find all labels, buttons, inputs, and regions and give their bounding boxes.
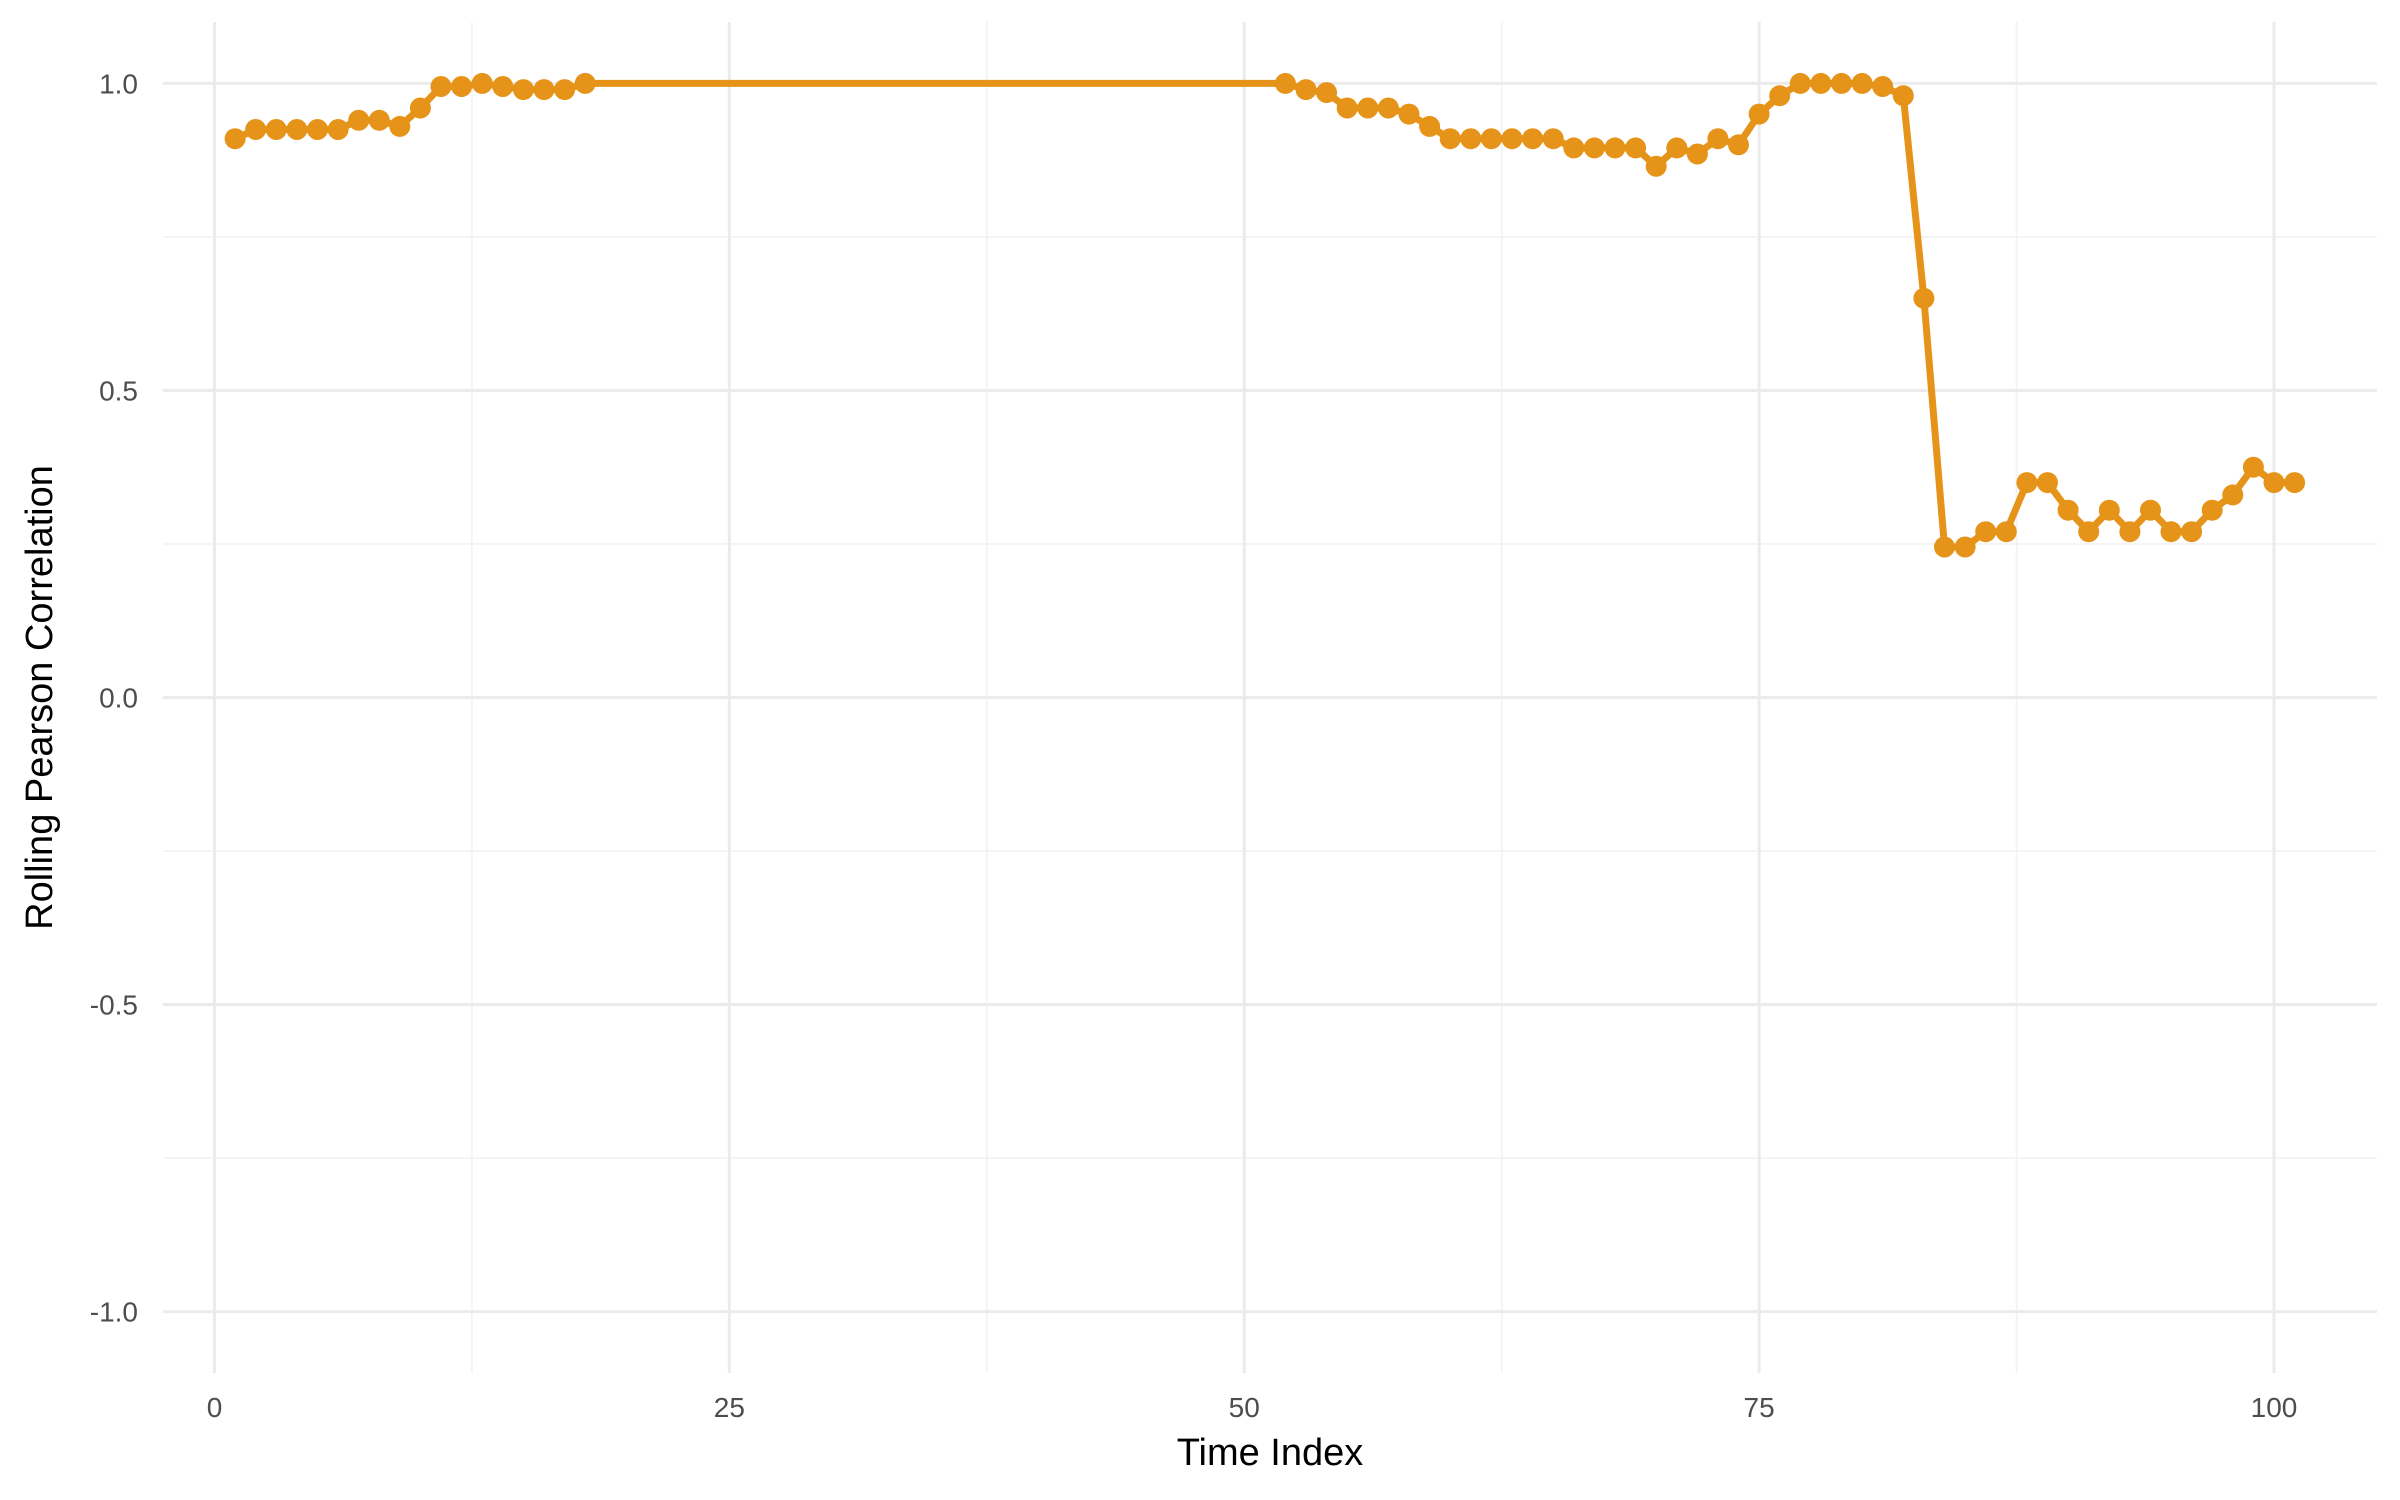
data-point [533,79,555,101]
data-point [2119,521,2141,543]
data-point [1522,128,1544,150]
data-point [1583,137,1605,159]
y-axis-title: Rolling Pearson Correlation [19,465,61,930]
data-point [2181,521,2203,543]
data-point [1295,79,1317,101]
x-tick-label: 0 [207,1392,223,1423]
x-tick-label: 25 [714,1392,745,1423]
data-point [1728,134,1749,156]
data-point [1625,137,1647,159]
data-point [2242,456,2264,478]
data-point [1748,103,1770,125]
y-tick-label: -0.5 [90,990,138,1021]
data-point [2037,472,2058,494]
data-point [1645,155,1667,177]
x-tick-label: 75 [1744,1392,1775,1423]
data-point [2016,472,2038,494]
data-point [1872,76,1894,97]
data-point [1398,103,1420,125]
data-point [1336,97,1358,119]
data-point [554,79,576,101]
data-point [1934,536,1955,558]
data-point [471,72,493,94]
data-point [2078,521,2100,543]
data-point [2057,499,2079,521]
data-point [1480,128,1502,150]
data-point [492,76,514,97]
data-point [1975,521,1997,543]
y-tick-label: -1.0 [90,1297,138,1328]
data-point [348,109,370,131]
data-point [224,128,246,150]
data-point [512,79,534,101]
data-point [574,72,596,94]
data-point [1357,97,1379,119]
series [224,72,2306,558]
data-point [2222,484,2244,506]
data-point [1501,128,1523,150]
data-point [1769,85,1791,107]
data-point [368,109,390,131]
data-point [1995,521,2017,543]
data-point [1542,128,1564,150]
data-point [1604,137,1626,159]
x-tick-label: 100 [2251,1392,2298,1423]
y-tick-label: 0.5 [99,375,138,406]
data-point [1913,287,1935,309]
data-point [245,119,267,140]
data-point [1563,137,1585,159]
data-point [1316,82,1338,104]
data-point [2201,499,2223,521]
data-point [2140,499,2161,521]
data-point [2263,472,2285,494]
x-tick-label: 50 [1229,1392,1260,1423]
data-point [1377,97,1399,119]
data-point [1686,143,1708,165]
y-tick-label: 1.0 [99,68,138,99]
data-point [265,119,287,140]
data-point [1439,128,1461,150]
data-point [389,115,411,137]
data-point [1831,72,1852,94]
series-line [231,79,2299,551]
data-point [451,76,473,97]
data-point [286,119,308,140]
data-point [1666,137,1688,159]
data-point [430,76,452,97]
data-point [1954,536,1976,558]
data-point [2160,521,2182,543]
axis-ticks: 0 25 50 75 100 -1.0 -0.5 0.0 0.5 1.0 [90,68,2298,1423]
y-tick-label: 0.0 [99,683,138,714]
data-point [1707,128,1729,150]
data-point [409,97,431,119]
data-point [1419,115,1441,137]
grid [163,22,2377,1373]
data-point [1274,72,1296,94]
data-point [2098,499,2120,521]
data-point [2284,472,2306,494]
x-axis-title: Time Index [1177,1432,1364,1474]
data-point [1810,72,1832,94]
data-point [1851,72,1873,94]
data-point [1460,128,1482,150]
data-point [1789,72,1811,94]
data-point [327,119,349,140]
data-point [307,119,328,140]
data-point [1892,85,1914,107]
